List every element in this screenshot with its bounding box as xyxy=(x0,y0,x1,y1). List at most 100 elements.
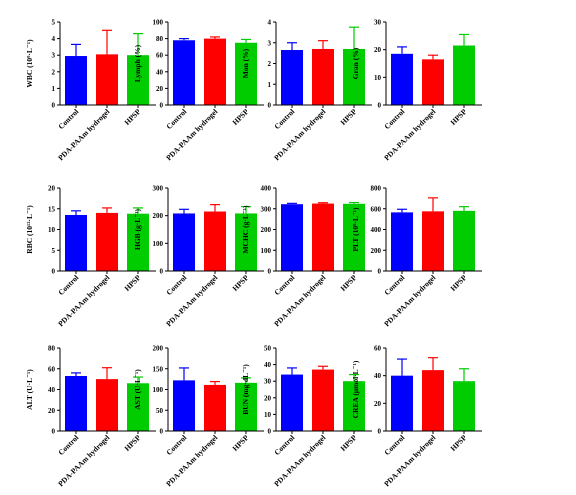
y-tick-label: 20 xyxy=(374,400,382,408)
y-tick-label: 15 xyxy=(48,205,56,213)
category-label: HPSP xyxy=(122,107,142,127)
y-tick-label: 200 xyxy=(153,212,164,220)
y-tick-label: 40 xyxy=(156,68,164,76)
y-axis-label: RBC (10¹²·L⁻¹) xyxy=(25,205,34,254)
category-label: Control xyxy=(272,273,296,297)
y-axis-label: ALT (U·L⁻¹) xyxy=(25,369,34,410)
y-tick-label: 10 xyxy=(264,411,272,419)
y-axis-label: Gran (%) xyxy=(351,47,360,79)
category-label: Control xyxy=(164,107,188,131)
y-axis-label: MCHC (g·L⁻¹) xyxy=(241,205,250,254)
y-tick-label: 300 xyxy=(153,185,164,193)
bar-pda-paam-hydrogel xyxy=(422,59,444,105)
y-tick-label: 3 xyxy=(268,39,272,47)
bar-pda-paam-hydrogel xyxy=(312,203,334,271)
category-label: HPSP xyxy=(338,107,358,127)
bar-hpsp xyxy=(235,42,257,105)
category-label: Control xyxy=(382,273,406,297)
y-tick-label: 0 xyxy=(52,268,56,276)
category-label: Control xyxy=(382,433,406,457)
category-label: HPSP xyxy=(230,433,250,453)
y-tick-label: 20 xyxy=(48,185,56,193)
category-label: Control xyxy=(382,107,406,131)
y-tick-label: 5 xyxy=(52,19,56,27)
bar-control xyxy=(281,204,303,271)
y-tick-label: 0 xyxy=(52,428,56,436)
y-tick-label: 0 xyxy=(268,102,272,110)
y-tick-label: 30 xyxy=(264,378,272,386)
category-label: HPSP xyxy=(230,107,250,127)
y-tick-label: 60 xyxy=(48,365,56,373)
bar-pda-paam-hydrogel xyxy=(422,211,444,271)
bar-hpsp xyxy=(453,210,475,271)
y-tick-label: 100 xyxy=(153,19,164,27)
y-tick-label: 1 xyxy=(52,85,56,93)
bar-pda-paam-hydrogel xyxy=(204,211,226,271)
y-tick-label: 40 xyxy=(48,386,56,394)
y-axis-label: CREA (μmol·L⁻¹) xyxy=(351,360,360,418)
bar-hpsp xyxy=(127,383,149,431)
category-label: HPSP xyxy=(338,273,358,293)
bar-pda-paam-hydrogel xyxy=(312,369,334,431)
y-tick-label: 10 xyxy=(374,74,382,82)
y-tick-label: 10 xyxy=(48,226,56,234)
y-axis-label: HGB (g·L⁻¹) xyxy=(133,209,142,251)
y-tick-label: 1 xyxy=(268,81,272,89)
y-tick-label: 0 xyxy=(378,102,382,110)
category-label: Control xyxy=(164,433,188,457)
category-label: Control xyxy=(272,107,296,131)
bar-control xyxy=(391,212,413,271)
bar-hpsp xyxy=(235,382,257,431)
bar-pda-paam-hydrogel xyxy=(204,38,226,105)
y-axis-label: Mon (%) xyxy=(241,48,250,78)
bar-pda-paam-hydrogel xyxy=(96,379,118,431)
y-axis-label: WBC (10⁹·L⁻¹) xyxy=(25,39,34,88)
bar-control xyxy=(281,50,303,105)
bar-control xyxy=(65,56,87,105)
bar-control xyxy=(391,375,413,431)
bar-pda-paam-hydrogel xyxy=(96,54,118,105)
y-tick-label: 0 xyxy=(378,268,382,276)
bar-pda-paam-hydrogel xyxy=(312,48,334,105)
y-tick-label: 200 xyxy=(153,345,164,353)
y-tick-label: 40 xyxy=(264,361,272,369)
y-tick-label: 0 xyxy=(160,428,164,436)
y-tick-label: 3 xyxy=(52,52,56,60)
y-tick-label: 60 xyxy=(156,52,164,60)
category-label: Control xyxy=(56,433,80,457)
category-label: HPSP xyxy=(448,107,468,127)
bar-control xyxy=(173,40,195,106)
y-tick-label: 0 xyxy=(378,428,382,436)
y-tick-label: 800 xyxy=(371,185,382,193)
y-tick-label: 150 xyxy=(153,365,164,373)
y-tick-label: 400 xyxy=(261,185,272,193)
bar-pda-paam-hydrogel xyxy=(422,370,444,431)
y-tick-label: 4 xyxy=(268,19,272,27)
bar-hpsp xyxy=(127,55,149,105)
y-tick-label: 80 xyxy=(48,345,56,353)
y-tick-label: 200 xyxy=(371,247,382,255)
y-tick-label: 0 xyxy=(268,268,272,276)
bar-pda-paam-hydrogel xyxy=(96,212,118,271)
bar-pda-paam-hydrogel xyxy=(204,384,226,431)
bar-hpsp xyxy=(453,45,475,105)
y-axis-label: AST (U·L⁻¹) xyxy=(133,369,142,410)
y-tick-label: 100 xyxy=(153,386,164,394)
bar-control xyxy=(65,214,87,271)
y-tick-label: 300 xyxy=(261,205,272,213)
category-label: HPSP xyxy=(448,433,468,453)
y-tick-label: 0 xyxy=(268,428,272,436)
category-label: Control xyxy=(56,273,80,297)
bar-control xyxy=(65,376,87,431)
y-tick-label: 30 xyxy=(374,19,382,27)
category-label: HPSP xyxy=(448,273,468,293)
